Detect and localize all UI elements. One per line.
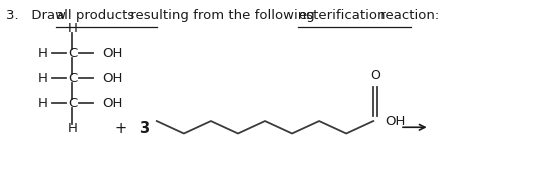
Text: 3.   Draw: 3. Draw [6,9,71,22]
Text: H: H [68,122,77,135]
Text: H: H [38,97,48,110]
Text: H: H [38,47,48,60]
Text: esterification: esterification [298,9,386,22]
Text: OH: OH [102,97,122,110]
Text: +: + [115,121,127,136]
Text: C: C [68,47,77,60]
Text: reaction:: reaction: [376,9,439,22]
Text: O: O [370,69,380,82]
Text: 3: 3 [139,121,149,136]
Text: OH: OH [385,114,405,128]
Text: H: H [68,22,77,35]
Text: resulting from the following: resulting from the following [126,9,319,22]
Text: OH: OH [102,47,122,60]
Text: C: C [68,97,77,110]
Text: H: H [38,72,48,85]
Text: OH: OH [102,72,122,85]
Text: C: C [68,72,77,85]
Text: all products: all products [56,9,135,22]
